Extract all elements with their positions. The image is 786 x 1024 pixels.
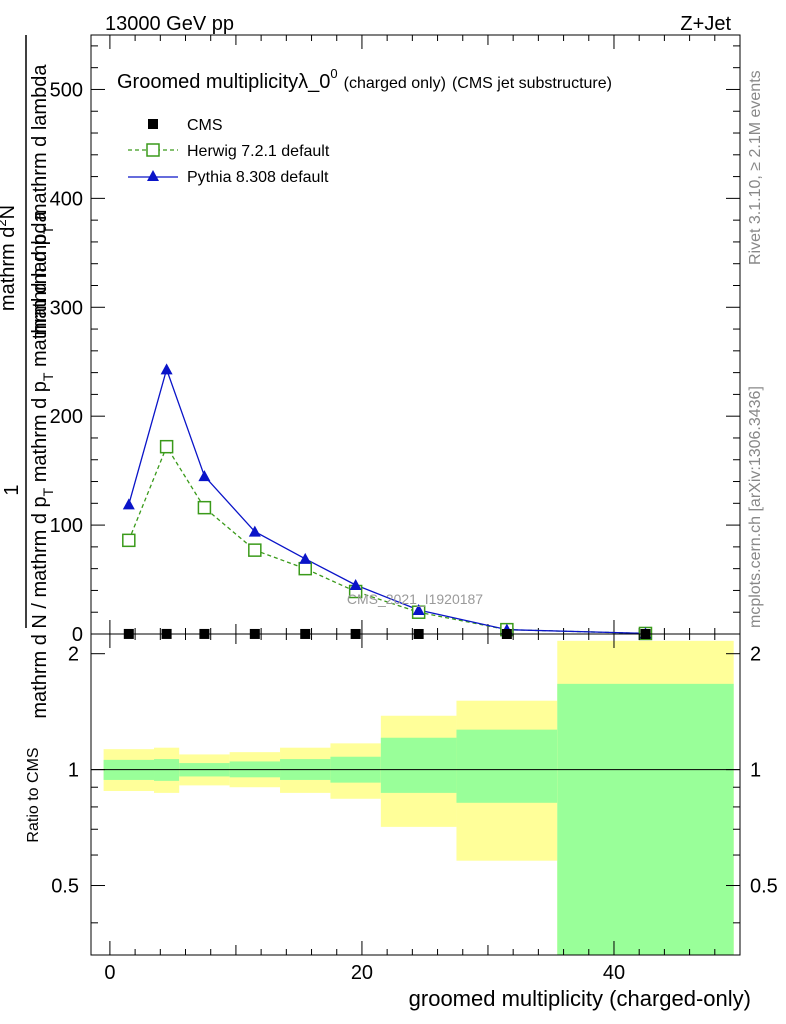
legend-pythia-marker: [147, 170, 159, 181]
ratio-band-inner: [557, 683, 734, 955]
main-ytick-label: 0: [72, 624, 83, 646]
ratio-xlabel: groomed multiplicity (charged-only): [409, 986, 751, 1011]
pythia-point: [122, 498, 135, 510]
pythia-point: [198, 470, 211, 482]
ratio-ytick-label-right: 2: [750, 644, 761, 666]
legend-herwig-label: Herwig 7.2.1 default: [187, 143, 330, 160]
herwig-point: [159, 439, 174, 454]
pythia-point: [299, 552, 312, 564]
ratio-xtick-label: 0: [104, 962, 115, 984]
legend-cms-label: CMS: [187, 117, 223, 134]
pythia-point: [412, 604, 425, 616]
ratio-ytick-label: 2: [68, 644, 79, 666]
pythia-point: [160, 363, 173, 375]
ratio-xtick-label: 40: [603, 962, 625, 984]
main-ytick-label: 400: [50, 188, 83, 210]
ylabel-upper-num: mathrm d pT mathrm d lambda: [29, 64, 56, 336]
ylabel-denominator: mathrm d N / mathrm d pT mathrm d pT mat…: [29, 210, 56, 718]
pythia-point: [248, 525, 261, 537]
main-ytick-label: 500: [50, 79, 83, 101]
legend-cms-marker: [148, 119, 158, 129]
herwig-point: [197, 500, 212, 515]
ratio-panel-frame: [90, 633, 741, 956]
herwig-point: [122, 533, 136, 548]
legend-herwig-marker: [146, 143, 160, 157]
main-title: Groomed multiplicityλ_00(charged only) (C…: [117, 66, 612, 93]
ratio-ytick-label: 1: [68, 760, 79, 782]
ratio-band-inner: [380, 737, 457, 793]
main-ytick-label: 100: [50, 515, 83, 537]
ratio-ytick-label: 0.5: [51, 876, 79, 898]
ratio-xtick-label: 20: [351, 962, 373, 984]
process-label: Z+Jet: [680, 13, 731, 35]
pythia-point: [349, 578, 362, 590]
ratio-xticks: 0 20 40: [104, 634, 716, 984]
ratio-band-inner: [456, 729, 558, 803]
energy-label: 13000 GeV pp: [105, 13, 234, 35]
main-ytick-label: 200: [50, 406, 83, 428]
legend: CMS Herwig 7.2.1 default Pythia 8.308 de…: [128, 117, 330, 186]
main-ylabel: 1 mathrm d2N mathrm d pT mathrm d lambda…: [0, 35, 56, 719]
ylabel-one: 1: [1, 484, 23, 495]
ratio-ytick-label-right: 0.5: [750, 876, 778, 898]
rivet-label: Rivet 3.1.10, ≥ 2.1M events: [747, 70, 764, 265]
ratio-ytick-label-right: 1: [750, 760, 761, 782]
ratio-yticks: 0.5 0.5 1 1 2 2: [51, 644, 778, 924]
ratio-bands: [91, 640, 740, 955]
legend-pythia-label: Pythia 8.308 default: [187, 169, 329, 186]
watermark: CMS_2021_I1920187: [347, 591, 483, 607]
main-yticks: 0 100 200 300 400 500: [50, 45, 740, 646]
herwig-point: [298, 561, 312, 576]
ylabel-upper: mathrm d2N: [0, 205, 19, 311]
ratio-ylabel: Ratio to CMS: [25, 747, 42, 842]
main-ytick-label: 300: [50, 297, 83, 319]
herwig-point: [248, 543, 262, 557]
mcplots-label: mcplots.cern.ch [arXiv:1306.3436]: [747, 386, 764, 628]
